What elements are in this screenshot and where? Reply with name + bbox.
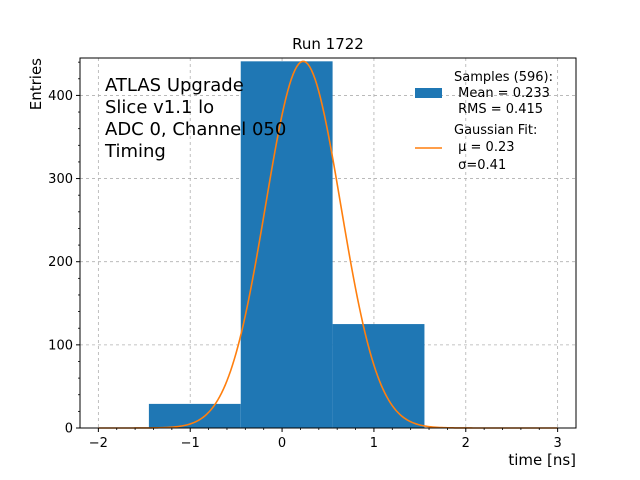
- y-tick-label: 100: [48, 338, 73, 353]
- histogram-bar-2: [240, 61, 333, 429]
- y-tick-label: 400: [48, 89, 73, 104]
- y-tick-label: 0: [65, 422, 73, 437]
- x-axis-label: time [ns]: [508, 451, 576, 469]
- legend: Samples (596): Mean = 0.233 RMS = 0.415 …: [415, 70, 553, 173]
- annotation-line-4: Timing: [104, 141, 166, 162]
- annotation-line-1: ATLAS Upgrade: [105, 75, 244, 96]
- annotation-block: ATLAS Upgrade Slice v1.1 lo ADC 0, Chann…: [104, 75, 286, 162]
- axis-ticks: −2 −1 0 1 2 3 0 100 200 300 400: [48, 61, 562, 451]
- x-tick-label: 2: [462, 436, 470, 451]
- legend-samples-line-3: RMS = 0.415: [454, 102, 543, 117]
- x-tick-label: −1: [181, 436, 200, 451]
- chart-title: Run 1722: [292, 35, 364, 53]
- legend-samples-swatch: [415, 88, 442, 98]
- legend-fit-line-3: σ=0.41: [454, 158, 506, 173]
- x-tick-label: 1: [370, 436, 378, 451]
- annotation-line-2: Slice v1.1 lo: [105, 97, 214, 118]
- legend-samples-line-1: Samples (596):: [454, 70, 553, 85]
- plot-frame: [79, 57, 577, 429]
- y-axis-label: Entries: [27, 58, 45, 110]
- histogram-bars: [148, 61, 425, 429]
- legend-fit-line-1: Gaussian Fit:: [454, 123, 537, 138]
- x-tick-label: 3: [553, 436, 561, 451]
- y-tick-label: 200: [48, 255, 73, 270]
- histogram-bar-3: [332, 324, 425, 428]
- histogram-bar-1: [148, 403, 241, 428]
- x-tick-label: −2: [89, 436, 108, 451]
- legend-fit-line-2: μ = 0.23: [454, 140, 515, 155]
- x-tick-label: 0: [278, 436, 286, 451]
- annotation-line-3: ADC 0, Channel 050: [105, 119, 286, 140]
- legend-samples-line-2: Mean = 0.233: [454, 86, 550, 101]
- y-tick-label: 300: [48, 172, 73, 187]
